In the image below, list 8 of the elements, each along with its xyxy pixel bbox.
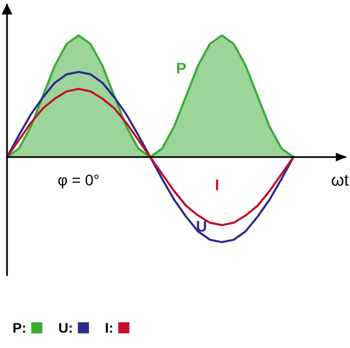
annotation: I	[216, 180, 218, 190]
legend-label: I:	[106, 323, 112, 333]
x-axis-title: ωt	[332, 174, 349, 186]
annotation: U	[196, 221, 206, 232]
legend-label: U:	[59, 323, 72, 333]
legend-label: P:	[13, 323, 26, 333]
annotation: P	[177, 62, 186, 74]
annotation: φ = 0°	[58, 174, 99, 188]
